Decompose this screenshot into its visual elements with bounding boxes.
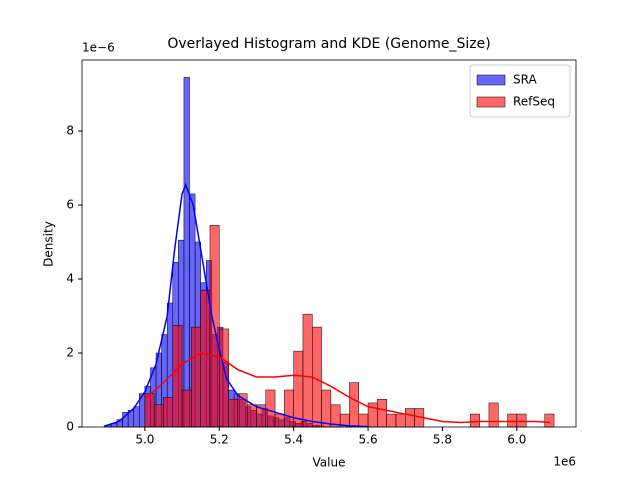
legend-swatch [476, 96, 506, 108]
bar [153, 404, 164, 428]
kde-line [103, 182, 369, 428]
bar [405, 408, 415, 428]
x-tick-label: 5.0 [135, 433, 154, 447]
bar [228, 399, 239, 428]
bar [191, 326, 201, 428]
kde-line [144, 352, 551, 424]
legend-label: RefSeq [513, 95, 555, 109]
bar [321, 389, 332, 428]
bar [544, 413, 555, 428]
bar [172, 325, 183, 428]
y-tick-label: 4 [66, 272, 74, 286]
bar [395, 413, 406, 428]
bar [358, 413, 369, 428]
bar [386, 413, 397, 428]
bar [183, 77, 190, 428]
bar [293, 350, 304, 428]
y-axis-label: Density [42, 221, 56, 267]
bar [377, 399, 387, 428]
bar [470, 413, 480, 428]
bar [133, 406, 140, 428]
chart-title: Overlayed Histogram and KDE (Genome_Size… [167, 36, 490, 52]
bar [246, 404, 257, 428]
y-tick-label: 6 [66, 198, 74, 212]
legend-swatch [476, 74, 506, 86]
plot-frame [81, 59, 577, 428]
bar [181, 389, 192, 428]
bar [507, 413, 518, 428]
bar [163, 397, 174, 428]
x-tick-label: 5.4 [284, 433, 303, 447]
bar [200, 289, 211, 428]
bar [274, 413, 285, 428]
x-tick-label: 5.2 [210, 433, 229, 447]
bar [302, 313, 313, 428]
y-tick-label: 0 [66, 420, 74, 434]
y-offset-label: 1e−6 [82, 41, 115, 55]
y-tick-label: 2 [66, 346, 74, 360]
x-tick-label: 5.8 [433, 433, 452, 447]
x-tick-label: 6.0 [507, 433, 526, 447]
x-axis-label: Value [313, 456, 346, 470]
x-offset-label: 1e6 [553, 455, 576, 469]
y-tick-label: 8 [66, 124, 74, 138]
x-tick-label: 5.6 [359, 433, 378, 447]
bar [516, 413, 527, 428]
bar [488, 402, 499, 428]
legend-label: SRA [513, 73, 537, 87]
bar [349, 382, 360, 428]
bar [265, 389, 276, 428]
bar [284, 389, 294, 428]
